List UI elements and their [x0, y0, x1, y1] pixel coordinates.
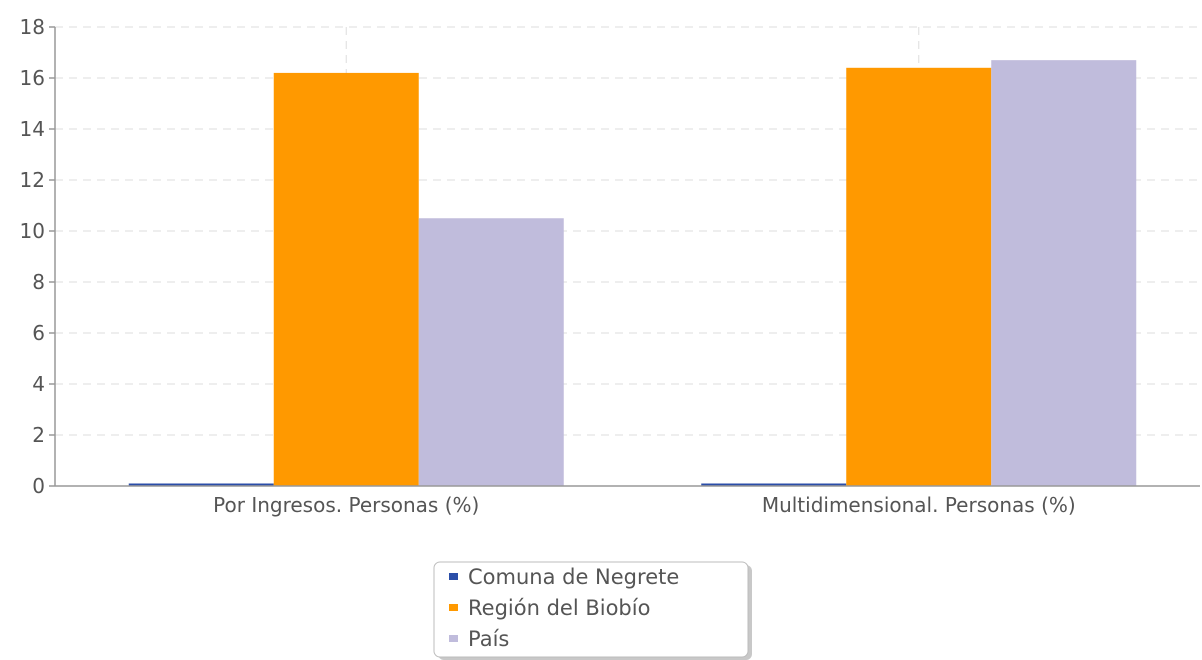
legend-box: [433, 561, 749, 658]
legend-label: Región del Biobío: [468, 596, 650, 620]
y-tick-label: 16: [20, 66, 45, 90]
x-tick-label: Por Ingresos. Personas (%): [213, 493, 479, 517]
y-tick-label: 8: [32, 270, 45, 294]
axes: [54, 27, 1200, 487]
legend-swatch: [449, 635, 458, 642]
x-tick-label: Multidimensional. Personas (%): [762, 493, 1076, 517]
y-tick-label: 12: [20, 168, 45, 192]
bar: [418, 218, 564, 486]
y-axis-ticks: 0 2 4 6 8 10 12 14 16 18: [20, 15, 55, 498]
x-axis-ticks: Por Ingresos. Personas (%) Multidimension…: [213, 493, 1076, 517]
legend-label: País: [468, 627, 509, 651]
bar: [128, 483, 274, 486]
y-tick-label: 4: [32, 372, 45, 396]
y-tick-label: 10: [20, 219, 45, 243]
bar: [846, 67, 992, 487]
bars: [128, 60, 1137, 487]
legend-label: Comuna de Negrete: [468, 565, 679, 589]
bar: [991, 60, 1137, 487]
legend: Comuna de Negrete Región del Biobío País: [433, 561, 752, 660]
legend-swatch: [449, 604, 458, 611]
legend-swatch: [449, 573, 458, 580]
y-tick-label: 14: [20, 117, 45, 141]
bar: [273, 72, 419, 487]
y-tick-label: 2: [32, 423, 45, 447]
y-tick-label: 6: [32, 321, 45, 345]
bar: [701, 483, 847, 486]
y-tick-label: 0: [32, 474, 45, 498]
y-tick-label: 18: [20, 15, 45, 39]
